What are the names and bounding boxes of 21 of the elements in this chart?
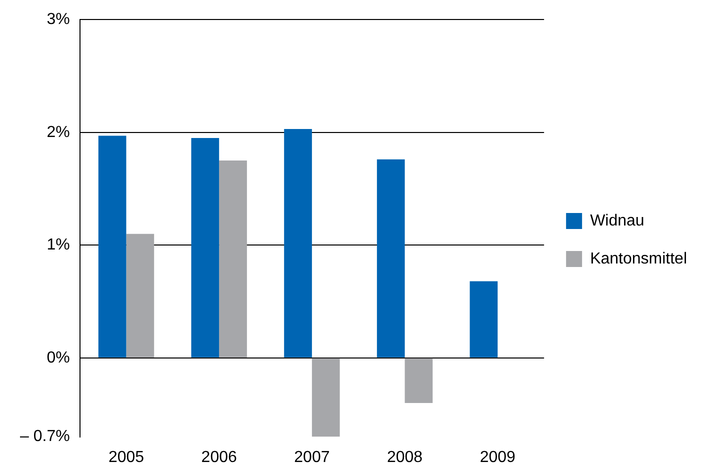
x-tick-label: 2009 [480, 448, 516, 466]
y-tick-label: 2% [46, 124, 70, 141]
x-tick-label: 2006 [201, 448, 237, 466]
bar [470, 281, 498, 358]
x-tick-label: 2005 [108, 448, 144, 466]
x-tick-label: 2008 [386, 448, 423, 466]
bar [284, 128, 312, 358]
y-tick-label: 3% [46, 11, 70, 28]
bar [376, 159, 405, 358]
x-tick-label: 2007 [294, 448, 330, 466]
bar [191, 138, 220, 358]
bar [98, 136, 126, 358]
bar [312, 358, 340, 437]
y-tick-label: 0% [46, 349, 70, 366]
y-tick-label: – 0.7% [20, 428, 70, 446]
legend-label: Widnau [590, 212, 644, 230]
bar [404, 358, 433, 403]
bar [219, 160, 247, 358]
y-tick-label: 1% [46, 236, 70, 254]
bar [126, 234, 154, 358]
legend-label: Kantonsmittel [590, 250, 687, 268]
